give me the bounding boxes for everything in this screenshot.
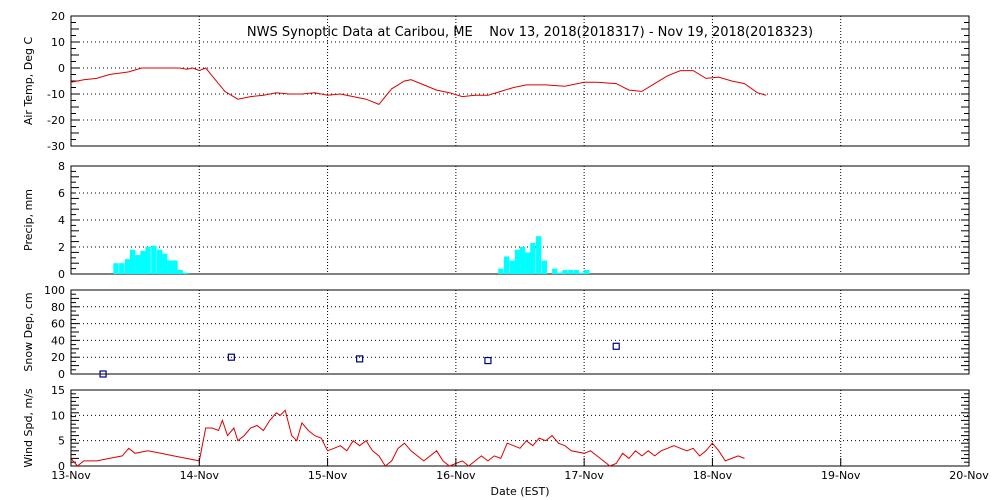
panel-precip: 8 6 4 2 0 Precip, mm [22,160,970,281]
snow-depth-point [356,355,364,363]
x-tick-label: 20-Nov [949,469,989,482]
panel-frame [70,389,970,467]
x-tick-label: 14-Nov [180,469,220,482]
precip-bar [113,263,119,274]
y-tick-label: -10 [47,88,65,101]
precip-bar [530,242,536,274]
panel-temp: 20 10 0 -10 -20 -30 Air Temp, Deg C [22,10,970,153]
y-axis-label: Precip, mm [22,189,35,251]
precip-bar [541,260,548,274]
y-tick-label: 20 [51,351,65,364]
precip-bar [525,252,531,274]
precip-bar [119,263,125,274]
x-tick-label: 17-Nov [564,469,604,482]
y-tick-label: 8 [58,160,65,173]
x-tick-label: 16-Nov [436,469,476,482]
precip-bar [156,249,163,274]
precip-bar [562,269,568,274]
panel-wind: 15 10 5 0 Wind Spd, m/s 13-Nov 14-Nov 15-Nov 16-… [22,384,989,482]
precip-bar [167,260,173,274]
precip-bar [162,253,168,274]
y-tick-label: 100 [44,284,65,297]
precip-bar [498,268,504,274]
snow-depth-point [484,356,492,365]
wind-series-line [70,409,745,467]
panel-frame [70,15,970,147]
y-tick-label: -30 [47,140,65,153]
precip-bar [568,269,574,274]
y-tick-label: 60 [51,318,65,331]
precip-bar [151,245,157,274]
precip-bar [552,268,558,274]
precip-bar [509,260,516,274]
snow-depth-point [99,370,107,378]
panel-frame [70,289,970,375]
y-tick-label: 4 [58,214,65,227]
panel-snow: 100 80 60 40 20 0 Snow Dep, cm [22,284,970,381]
precip-bar [557,272,563,274]
y-axis-label: Air Temp, Deg C [22,37,35,126]
x-axis-label: Date (EST) [490,485,549,498]
y-tick-label: 6 [58,187,65,200]
x-tick-label: 19-Nov [821,469,861,482]
y-axis-label: Wind Spd, m/s [22,388,35,468]
precip-bar [140,251,146,274]
precip-bar [536,236,542,274]
precip-bar [145,247,151,274]
y-tick-label: 0 [58,62,65,75]
precip-bar [130,249,136,274]
snow-depth-point [227,353,235,361]
precip-bar [183,272,189,274]
y-axis-label: Snow Dep, cm [22,292,35,371]
temp-series-line [70,67,767,106]
y-tick-label: 10 [51,409,65,422]
precip-bar [177,269,183,274]
precip-bar [172,260,178,274]
x-tick-label: 15-Nov [308,469,348,482]
y-tick-label: 2 [58,241,65,254]
y-tick-label: 10 [51,36,65,49]
x-tick-label: 13-Nov [51,469,91,482]
precip-bar [520,247,526,274]
y-tick-label: 0 [58,460,65,473]
y-tick-label: 15 [51,384,65,397]
y-tick-label: 40 [51,334,65,347]
precip-bar [503,256,510,274]
y-tick-label: 20 [51,10,65,23]
y-tick-label: 0 [58,268,65,281]
precip-bar [584,269,590,274]
y-tick-label: 0 [58,368,65,381]
precip-bar [579,272,585,274]
precip-bar [573,269,580,274]
chart-title: NWS Synoptic Data at Caribou, ME Nov 13,… [247,25,813,40]
y-tick-label: -20 [47,114,65,127]
y-tick-label: 80 [51,301,65,314]
precip-bar [514,249,521,274]
y-tick-label: 5 [58,435,65,448]
precip-bar [124,259,131,274]
precip-bar [135,255,141,274]
snow-depth-point [612,342,620,350]
x-tick-label: 18-Nov [693,469,733,482]
